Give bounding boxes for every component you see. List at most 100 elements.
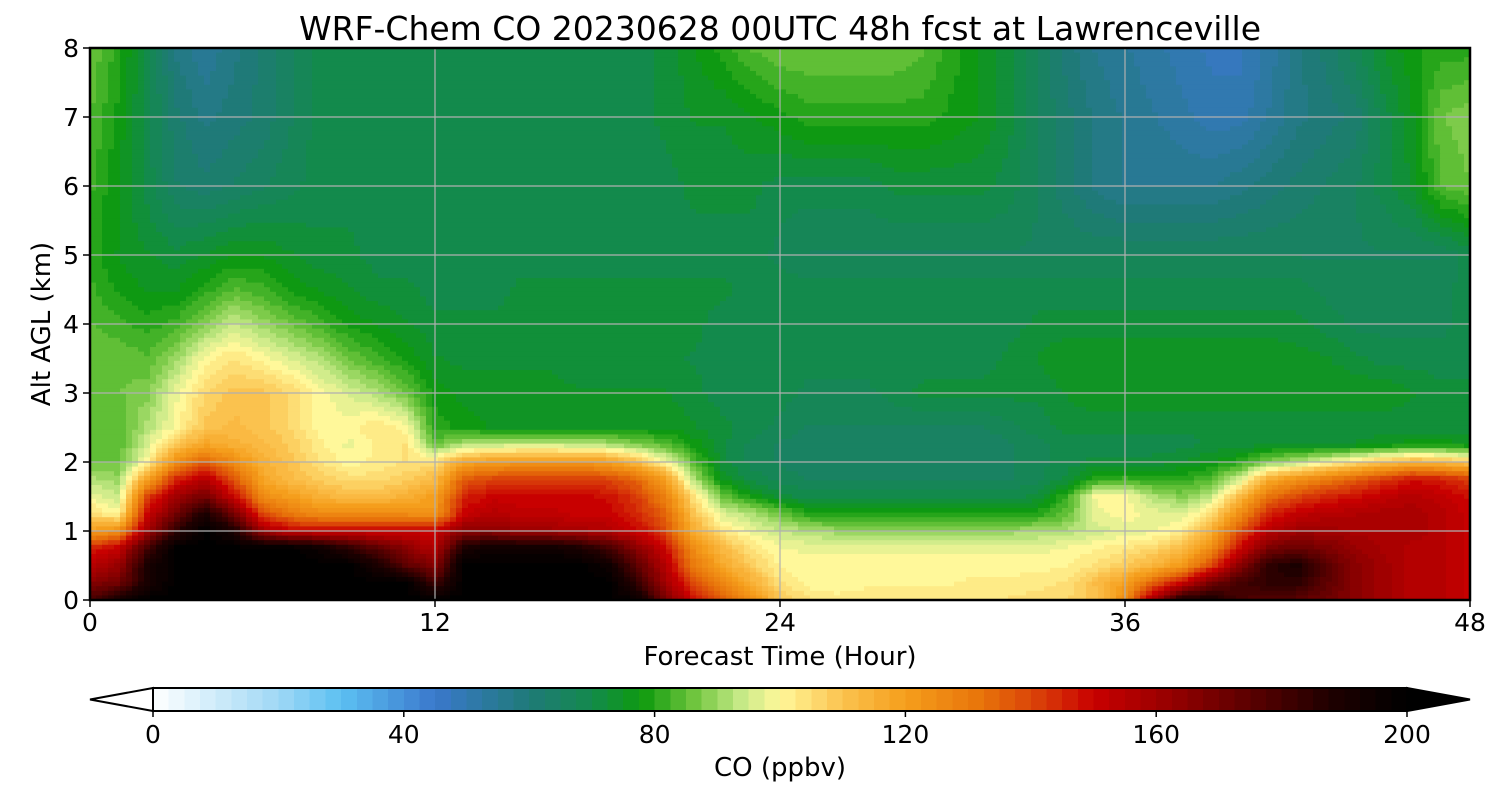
- heatmap-cell: [1422, 144, 1429, 150]
- heatmap-cell: [390, 489, 409, 495]
- heatmap-cell: [132, 494, 139, 500]
- heatmap-cell: [678, 457, 685, 463]
- heatmap-cell: [696, 526, 703, 532]
- heatmap-cell: [126, 429, 133, 435]
- heatmap-cell: [120, 48, 133, 54]
- heatmap-cell: [1254, 517, 1261, 523]
- heatmap-cell: [630, 512, 643, 518]
- heatmap-cell: [168, 190, 199, 196]
- heatmap-cell: [372, 554, 379, 560]
- heatmap-cell: [228, 374, 247, 380]
- heatmap-cell: [1122, 112, 1159, 118]
- heatmap-cell: [702, 466, 709, 472]
- heatmap-cell: [324, 462, 343, 468]
- heatmap-cell: [144, 66, 151, 72]
- heatmap-cell: [222, 526, 229, 532]
- heatmap-cell: [336, 365, 349, 371]
- heatmap-cell: [120, 544, 127, 550]
- heatmap-cell: [252, 508, 259, 514]
- heatmap-cell: [672, 466, 679, 472]
- heatmap-cell: [408, 439, 415, 445]
- heatmap-cell: [336, 457, 367, 463]
- heatmap-cell: [1278, 222, 1363, 228]
- heatmap-cell: [1014, 66, 1027, 72]
- heatmap-cell: [1074, 402, 1405, 408]
- heatmap-cell: [444, 531, 451, 537]
- heatmap-cell: [1350, 485, 1369, 491]
- heatmap-cell: [1248, 107, 1267, 113]
- heatmap-cell: [1440, 485, 1459, 491]
- heatmap-cell: [198, 268, 223, 274]
- heatmap-cell: [1236, 544, 1243, 550]
- heatmap-cell: [1434, 209, 1459, 215]
- heatmap-cell: [654, 508, 661, 514]
- heatmap-cell: [258, 333, 277, 339]
- heatmap-cell: [1206, 558, 1213, 564]
- heatmap-cell: [90, 351, 145, 357]
- heatmap-cell: [168, 393, 181, 399]
- heatmap-cell: [162, 544, 169, 550]
- heatmap-cell: [210, 512, 217, 518]
- heatmap-cell: [1362, 61, 1375, 67]
- heatmap-cell: [756, 199, 1015, 205]
- heatmap-cell: [1428, 103, 1441, 109]
- heatmap-cell: [1212, 549, 1219, 555]
- heatmap-cell: [156, 452, 163, 458]
- heatmap-cell: [132, 195, 145, 201]
- heatmap-cell: [210, 443, 229, 449]
- heatmap-cell: [360, 370, 379, 376]
- heatmap-cell: [1206, 57, 1243, 63]
- heatmap-cell: [216, 273, 271, 279]
- heatmap-cell: [1236, 503, 1243, 509]
- heatmap-cell: [390, 416, 409, 422]
- heatmap-cell: [1044, 411, 1471, 417]
- heatmap-cell: [162, 379, 169, 385]
- heatmap-cell: [804, 512, 1045, 518]
- heatmap-cell: [150, 494, 157, 500]
- heatmap-cell: [162, 48, 169, 54]
- heatmap-cell: [126, 420, 139, 426]
- heatmap-cell: [144, 153, 151, 159]
- heatmap-cell: [1296, 485, 1309, 491]
- heatmap-cell: [1362, 236, 1423, 242]
- heatmap-cell: [1266, 503, 1279, 509]
- heatmap-cell: [696, 448, 709, 454]
- heatmap-cell: [198, 190, 211, 196]
- heatmap-cell: [252, 471, 259, 477]
- heatmap-cell: [444, 439, 463, 445]
- heatmap-cell: [1410, 94, 1423, 100]
- heatmap-cell: [1338, 471, 1351, 477]
- heatmap-cell: [126, 89, 139, 95]
- heatmap-cell: [1218, 531, 1225, 537]
- heatmap-cell: [162, 140, 175, 146]
- heatmap-cell: [150, 126, 163, 132]
- heatmap-cell: [1356, 462, 1369, 468]
- heatmap-cell: [300, 494, 313, 500]
- heatmap-cell: [246, 517, 253, 523]
- heatmap-cell: [996, 117, 1015, 123]
- heatmap-cell: [108, 61, 121, 67]
- heatmap-cell: [192, 416, 199, 422]
- heatmap-cell: [1002, 356, 1039, 362]
- heatmap-cell: [198, 153, 223, 159]
- heatmap-cell: [1452, 107, 1471, 113]
- heatmap-cell: [384, 356, 403, 362]
- heatmap-cell: [1356, 544, 1381, 550]
- heatmap-cell: [144, 158, 151, 164]
- heatmap-cell: [642, 549, 649, 555]
- heatmap-cell: [1080, 480, 1087, 486]
- heatmap-cell: [360, 328, 391, 334]
- heatmap-cell: [132, 379, 157, 385]
- heatmap-cell: [708, 540, 715, 546]
- heatmap-cell: [954, 84, 979, 90]
- heatmap-cell: [1158, 494, 1177, 500]
- heatmap-cell: [300, 425, 313, 431]
- heatmap-cell: [198, 360, 211, 366]
- heatmap-cell: [318, 351, 331, 357]
- heatmap-cell: [426, 416, 433, 422]
- heatmap-cell: [708, 526, 715, 532]
- heatmap-cell: [168, 531, 175, 537]
- heatmap-cell: [978, 117, 997, 123]
- heatmap-cell: [120, 176, 133, 182]
- heatmap-cell: [1308, 98, 1333, 104]
